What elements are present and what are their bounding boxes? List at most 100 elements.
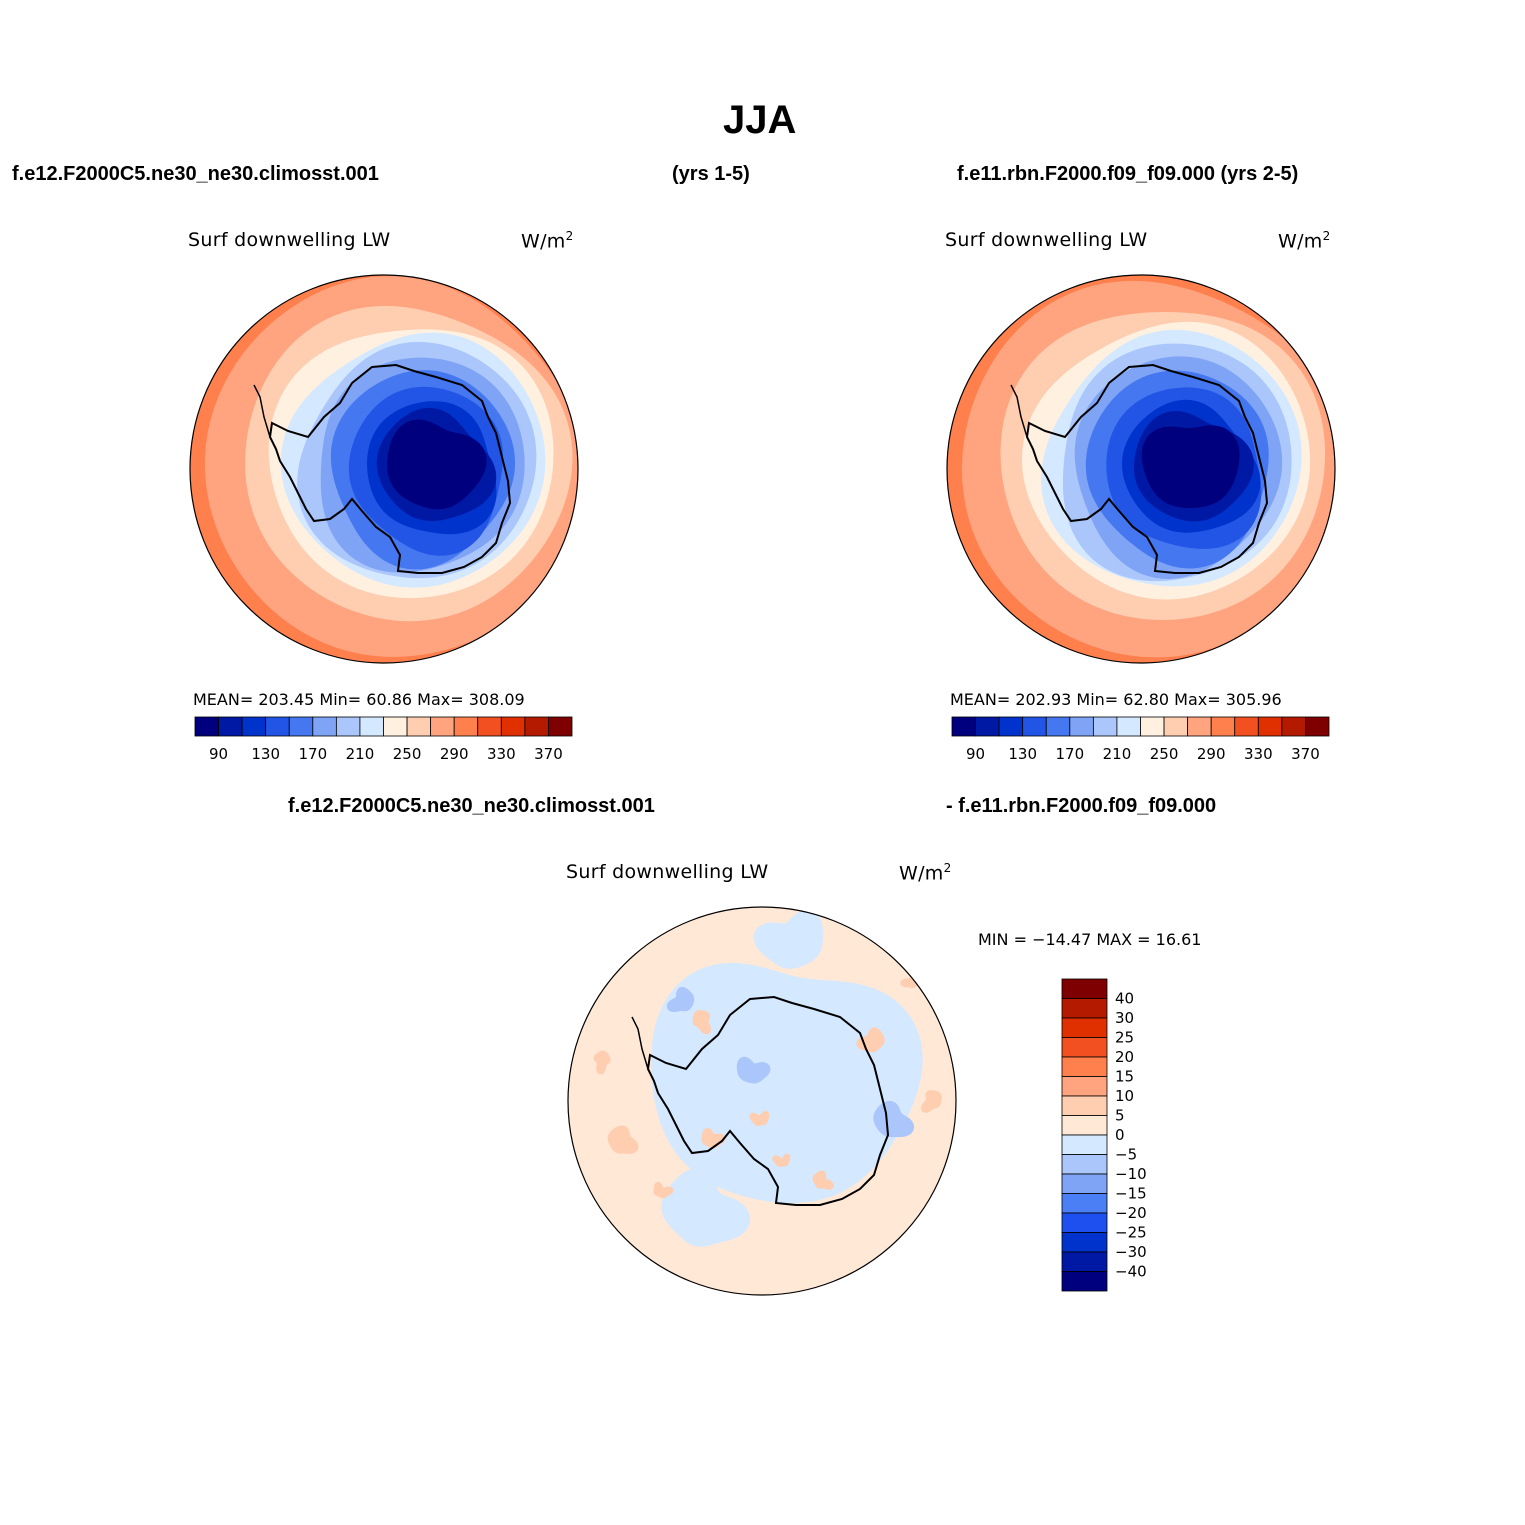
diff-colorbar-swatch-10 xyxy=(1061,1173,1108,1194)
diff-colorbar-swatch-2 xyxy=(1061,1017,1108,1038)
diff-colorbar-tick-label-4: 15 xyxy=(1115,1068,1134,1086)
colorbar-tick-label-5: 290 xyxy=(1197,745,1226,763)
colorbar-swatch-3 xyxy=(1022,716,1047,737)
diff-negative-region-2 xyxy=(753,910,824,969)
colorbar-swatch-0 xyxy=(951,716,976,737)
diff-colorbar-swatch-9 xyxy=(1061,1154,1108,1175)
diff-colorbar-swatch-12 xyxy=(1061,1212,1108,1233)
diff-positive-patch-7 xyxy=(812,1170,834,1190)
diff-positive-patch-5 xyxy=(593,1050,611,1075)
map-boundary-circle xyxy=(189,274,579,664)
colorbar-swatch-14 xyxy=(1281,716,1306,737)
panel3-units-label: W/m2 xyxy=(899,861,952,885)
colorbar-tick-label-4: 250 xyxy=(393,745,422,763)
colorbar-swatch-1 xyxy=(975,716,1000,737)
diff-positive-patch-3 xyxy=(856,1027,885,1053)
colorbar-swatch-5 xyxy=(312,716,337,737)
colorbar-swatch-15 xyxy=(1305,716,1330,737)
colorbar-swatch-5 xyxy=(1069,716,1094,737)
diff-colorbar-swatch-8 xyxy=(1061,1134,1108,1155)
diff-antarctica-coastline xyxy=(646,995,890,1206)
diff-colorbar-tick-label-7: 0 xyxy=(1115,1126,1125,1144)
panel1-variable-label: Surf downwelling LW xyxy=(188,229,391,251)
diff-colorbar-swatch-5 xyxy=(1061,1076,1108,1097)
colorbar-swatch-8 xyxy=(1140,716,1165,737)
colorbar-tick-label-7: 370 xyxy=(1291,745,1320,763)
panel2-units-label: W/m2 xyxy=(1278,229,1331,253)
diff-colorbar-tick-label-1: 30 xyxy=(1115,1009,1134,1027)
colorbar-swatch-4 xyxy=(288,716,314,737)
colorbar-swatch-0 xyxy=(194,716,219,737)
diff-colorbar-tick-label-3: 20 xyxy=(1115,1048,1134,1066)
colorbar-swatch-6 xyxy=(1092,716,1118,737)
antarctic-peninsula-coastline xyxy=(253,384,271,438)
contour-band-10 xyxy=(387,419,487,510)
case1-header: f.e12.F2000C5.ne30_ne30.climosst.001 xyxy=(12,163,379,185)
colorbar-tick-label-1: 130 xyxy=(251,745,280,763)
colorbar-swatch-1 xyxy=(218,716,243,737)
diff-negative-region-1 xyxy=(661,1168,750,1247)
contour-band-10 xyxy=(1141,425,1240,508)
diff-colorbar-tick-label-10: −15 xyxy=(1115,1185,1147,1203)
panel1-stats: MEAN= 203.45 Min= 60.86 Max= 308.09 xyxy=(193,690,525,709)
diff-map-boundary-circle xyxy=(567,906,957,1296)
panel2-stats: MEAN= 202.93 Min= 62.80 Max= 305.96 xyxy=(950,690,1282,709)
colorbar-swatch-2 xyxy=(998,716,1024,737)
colorbar-swatch-7 xyxy=(359,716,384,737)
colorbar-tick-label-2: 170 xyxy=(298,745,327,763)
case2-header: f.e11.rbn.F2000.f09_f09.000 (yrs 2-5) xyxy=(957,163,1299,185)
diff-colorbar-tick-label-5: 10 xyxy=(1115,1087,1134,1105)
diff-colorbar-tick-label-6: 5 xyxy=(1115,1107,1125,1125)
diff-colorbar-tick-label-9: −10 xyxy=(1115,1165,1147,1183)
colorbar-tick-label-6: 330 xyxy=(1244,745,1273,763)
colorbar-tick-label-1: 130 xyxy=(1008,745,1037,763)
diff-header-left: f.e12.F2000C5.ne30_ne30.climosst.001 xyxy=(288,795,655,817)
diff-colorbar-swatch-6 xyxy=(1061,1095,1108,1116)
colorbar-swatch-13 xyxy=(500,716,526,737)
colorbar-tick-label-3: 210 xyxy=(346,745,375,763)
panel3-variable-label: Surf downwelling LW xyxy=(566,861,769,883)
diff-colorbar-tick-label-11: −20 xyxy=(1115,1204,1147,1222)
colorbar-tick-label-0: 90 xyxy=(966,745,985,763)
colorbar-tick-label-6: 330 xyxy=(487,745,516,763)
diff-colorbar-swatch-15 xyxy=(1061,1271,1108,1292)
colorbar-tick-label-2: 170 xyxy=(1055,745,1084,763)
colorbar-tick-label-3: 210 xyxy=(1103,745,1132,763)
colorbar-swatch-10 xyxy=(430,716,455,737)
diff-colorbar-swatch-11 xyxy=(1061,1193,1108,1214)
diff-colorbar-swatch-13 xyxy=(1061,1232,1108,1253)
diff-colorbar-tick-label-12: −25 xyxy=(1115,1224,1147,1242)
panel2-polar-map xyxy=(946,274,1336,664)
colorbar-swatch-7 xyxy=(1116,716,1141,737)
panel3-polar-map xyxy=(567,906,957,1296)
panel1-polar-map xyxy=(189,274,579,664)
diff-antarctic-peninsula-coastline xyxy=(631,1016,649,1070)
colorbar-swatch-14 xyxy=(524,716,549,737)
diff-colorbar-swatch-3 xyxy=(1061,1037,1108,1058)
colorbar-tick-label-4: 250 xyxy=(1150,745,1179,763)
antarctica-coastline xyxy=(268,363,512,574)
diff-colorbar-swatch-4 xyxy=(1061,1056,1108,1077)
colorbar-tick-label-5: 290 xyxy=(440,745,469,763)
diff-positive-patch-0 xyxy=(607,1125,639,1154)
diff-colorbar-tick-label-14: −40 xyxy=(1115,1263,1147,1281)
colorbar-swatch-11 xyxy=(1210,716,1236,737)
panel2-colorbar: 90 130 170 210 250 290 330 370 xyxy=(951,716,1330,763)
diff-colorbar-swatch-14 xyxy=(1061,1251,1108,1272)
diff-negative-patch-0 xyxy=(873,1100,915,1138)
colorbar-swatch-12 xyxy=(1234,716,1259,737)
panel1-colorbar: 90 130 170 210 250 290 330 370 xyxy=(194,716,573,763)
diff-positive-patch-2 xyxy=(749,1111,770,1126)
colorbar-swatch-9 xyxy=(1163,716,1189,737)
panel3-stats: MIN = −14.47 MAX = 16.61 xyxy=(978,930,1202,949)
diff-colorbar-swatch-1 xyxy=(1061,998,1108,1019)
colorbar-swatch-10 xyxy=(1187,716,1212,737)
panel2-variable-label: Surf downwelling LW xyxy=(945,229,1148,251)
diff-positive-patch-9 xyxy=(772,1153,791,1167)
figure-title: JJA xyxy=(723,98,797,142)
antarctic-peninsula-coastline xyxy=(1010,384,1028,438)
colorbar-swatch-8 xyxy=(383,716,408,737)
colorbar-swatch-11 xyxy=(453,716,479,737)
colorbar-swatch-2 xyxy=(241,716,267,737)
